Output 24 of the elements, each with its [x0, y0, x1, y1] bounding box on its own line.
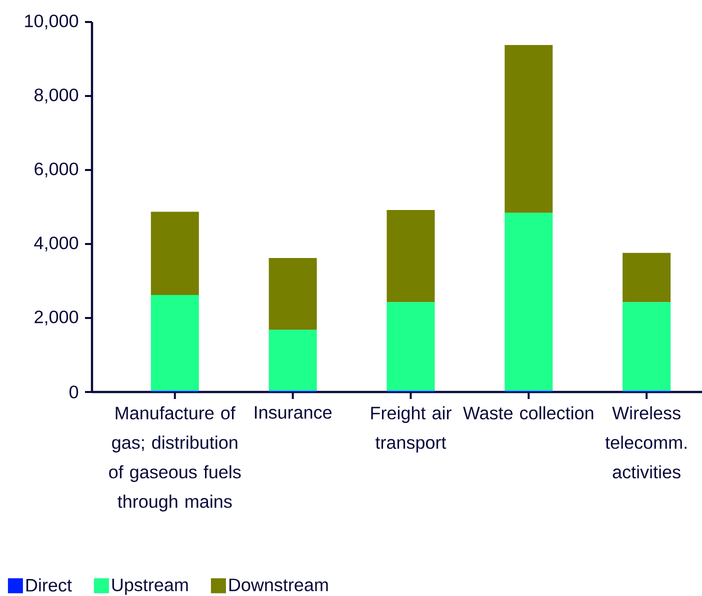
bar	[622, 302, 671, 391]
y-tick-label: 0	[69, 386, 78, 398]
bar	[268, 258, 317, 330]
bar	[504, 44, 553, 213]
bar	[622, 252, 671, 302]
x-tick-label: Freight air transport	[371, 406, 452, 452]
legend-label: Direct	[26, 578, 72, 592]
y-tick-label: 8,000	[34, 88, 78, 104]
bar	[504, 212, 553, 391]
bar	[386, 302, 435, 391]
legend-label: Upstream	[112, 578, 188, 595]
x-tick-label: Manufacture of gas; distribution of gaseous fuels through mains	[109, 406, 241, 512]
y-tick-label: 6,000	[34, 162, 78, 178]
legend-label: Downstream	[229, 578, 328, 592]
bar	[150, 295, 199, 391]
y-tick-label: 10,000	[25, 14, 78, 30]
bar	[386, 210, 435, 302]
x-tick-label: Wireless telecomm. activities	[605, 406, 686, 478]
x-tick-label: Waste collection	[463, 406, 594, 420]
x-tick-label: Insurance	[254, 406, 332, 419]
bar	[268, 330, 317, 391]
y-tick-label: 2,000	[34, 310, 78, 326]
bar	[150, 212, 199, 296]
y-tick-label: 4,000	[34, 236, 78, 252]
